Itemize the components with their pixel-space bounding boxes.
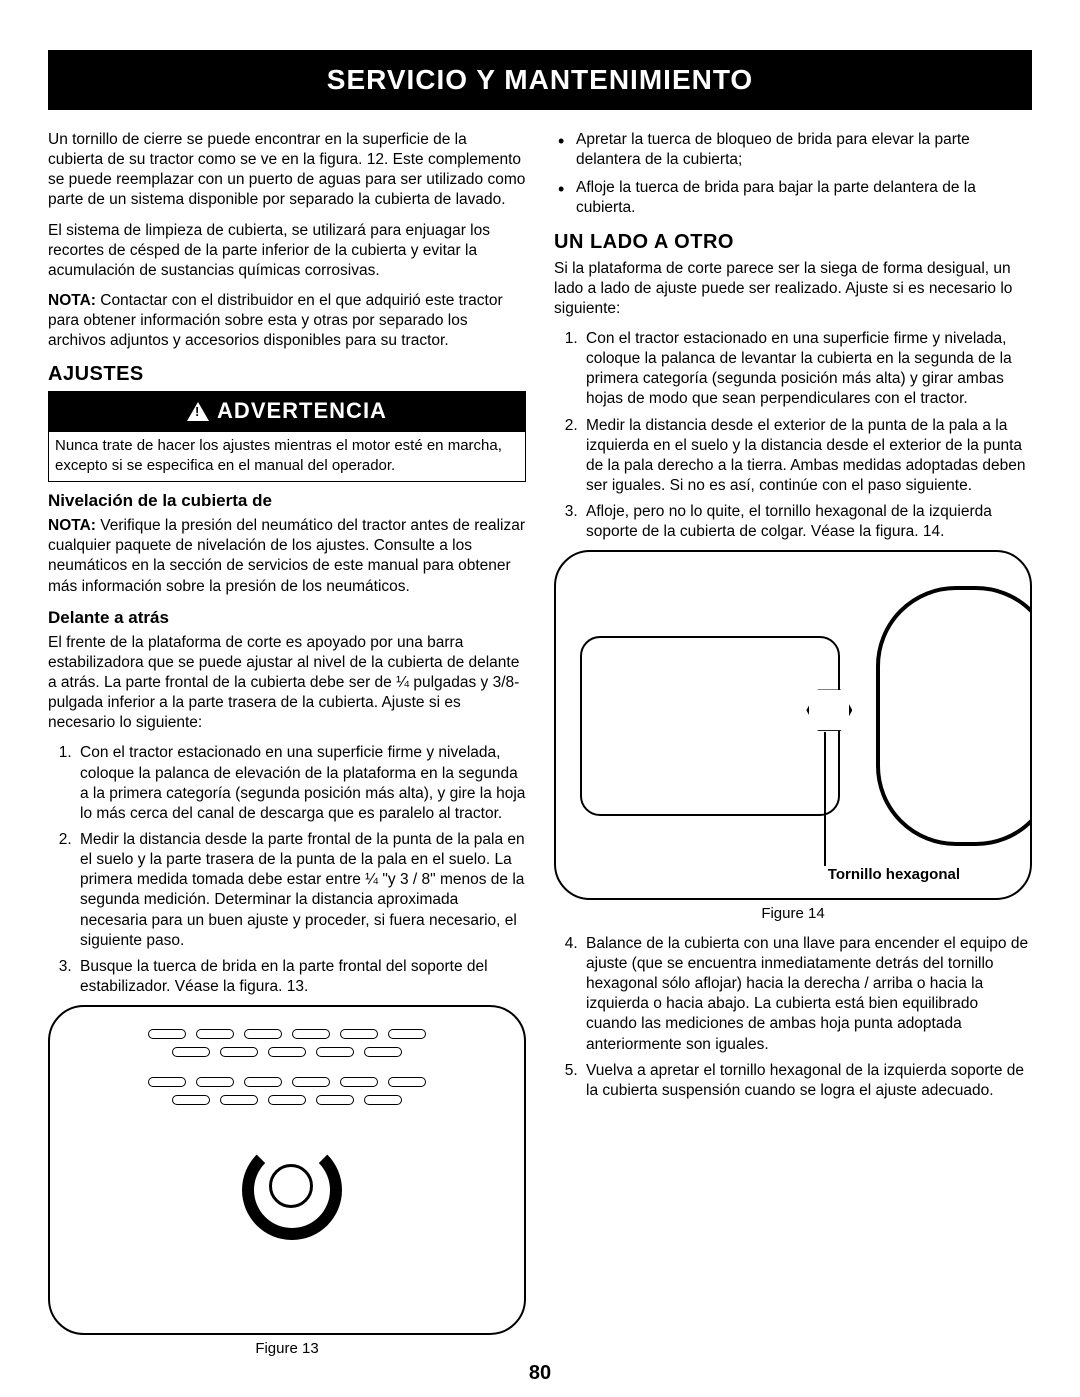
two-column-layout: Un tornillo de cierre se puede encontrar… <box>48 130 1032 1359</box>
lado-heading: UN LADO A OTRO <box>554 229 1032 255</box>
list-item: Apretar la tuerca de bloqueo de brida pa… <box>576 130 1032 170</box>
page-banner: SERVICIO Y MANTENIMIENTO <box>48 50 1032 110</box>
figure-13-frame <box>48 1005 526 1335</box>
figure-14-frame: Tornillo hexagonal <box>554 550 1032 900</box>
delante-heading: Delante a atrás <box>48 607 526 629</box>
lado-paragraph: Si la plataforma de corte parece ser la … <box>554 259 1032 319</box>
nivel-nota: NOTA: Verifique la presión del neumático… <box>48 516 526 597</box>
figure-13-artwork <box>64 1021 510 1319</box>
nota-paragraph: NOTA: Contactar con el distribuidor en e… <box>48 291 526 351</box>
adjust-bullets: Apretar la tuerca de bloqueo de brida pa… <box>554 130 1032 219</box>
intro-paragraph-2: El sistema de limpieza de cubierta, se u… <box>48 221 526 281</box>
warning-text: Nunca trate de hacer los ajustes mientra… <box>55 437 502 474</box>
figure-13-caption: Figure 13 <box>48 1339 526 1359</box>
list-item: Balance de la cubierta con una llave par… <box>582 934 1032 1055</box>
list-item: Medir la distancia desde el exterior de … <box>582 416 1032 497</box>
figure-14-artwork <box>570 566 1016 884</box>
lado-steps-a-list: Con el tractor estacionado en una superf… <box>554 329 1032 542</box>
left-column: Un tornillo de cierre se puede encontrar… <box>48 130 526 1359</box>
list-item: Afloje, pero no lo quite, el tornillo he… <box>582 502 1032 542</box>
page-number: 80 <box>0 1362 1080 1385</box>
lado-steps-b-list: Balance de la cubierta con una llave par… <box>554 934 1032 1101</box>
right-column: Apretar la tuerca de bloqueo de brida pa… <box>554 130 1032 1359</box>
list-item: Vuelva a apretar el tornillo hexagonal d… <box>582 1061 1032 1101</box>
warning-title: ADVERTENCIA <box>217 397 387 426</box>
nivel-nota-label: NOTA: <box>48 517 96 534</box>
list-item: Con el tractor estacionado en una superf… <box>582 329 1032 410</box>
figure-14-caption: Figure 14 <box>554 904 1032 924</box>
list-item: Medir la distancia desde la parte fronta… <box>76 830 526 951</box>
nivel-nota-text: Verifique la presión del neumático del t… <box>48 517 525 594</box>
nivelacion-heading: Nivelación de la cubierta de <box>48 490 526 512</box>
intro-paragraph-1: Un tornillo de cierre se puede encontrar… <box>48 130 526 211</box>
list-item: Busque la tuerca de brida en la parte fr… <box>76 957 526 997</box>
delante-paragraph: El frente de la plataforma de corte es a… <box>48 633 526 734</box>
list-item: Afloje la tuerca de brida para bajar la … <box>576 178 1032 218</box>
list-item: Con el tractor estacionado en una superf… <box>76 743 526 824</box>
figure-14-inside-label: Tornillo hexagonal <box>828 865 960 885</box>
ajustes-heading: AJUSTES <box>48 361 526 387</box>
nota-text: Contactar con el distribuidor en el que … <box>48 292 503 349</box>
warning-bar: ADVERTENCIA <box>48 391 526 432</box>
delante-steps-list: Con el tractor estacionado en una superf… <box>48 743 526 997</box>
warning-triangle-icon <box>187 402 209 421</box>
nota-label: NOTA: <box>48 292 96 309</box>
warning-box: Nunca trate de hacer los ajustes mientra… <box>48 432 526 482</box>
